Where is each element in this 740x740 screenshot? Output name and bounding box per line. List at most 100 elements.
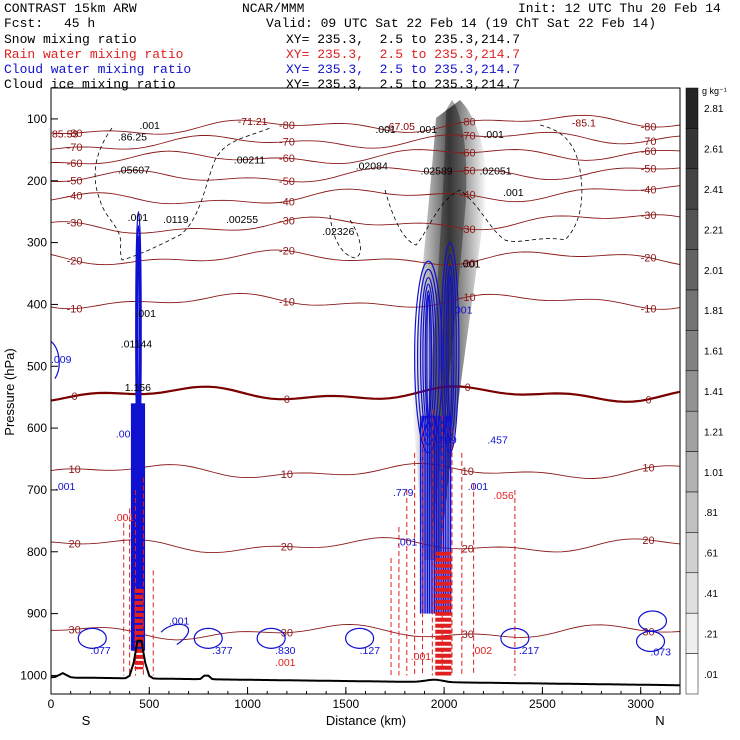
colorbar-label: 1.01 bbox=[704, 468, 724, 479]
temperature-contour-label: -10 bbox=[460, 292, 476, 304]
colorbar-swatch bbox=[685, 572, 699, 614]
colorbar-swatch bbox=[685, 532, 699, 574]
field-name-rain: Rain water mixing ratio bbox=[4, 47, 184, 62]
contour-annotation: .01144 bbox=[121, 339, 152, 351]
south-label: S bbox=[82, 713, 91, 728]
contour-annotation: .217 bbox=[519, 645, 540, 657]
contour-annotation: .056 bbox=[493, 490, 514, 502]
temperature-contour-label: 0 bbox=[72, 391, 78, 403]
colorbar-swatch bbox=[685, 208, 699, 250]
y-tick-label: 500 bbox=[27, 359, 47, 373]
cloud-water-contour bbox=[77, 627, 107, 649]
cloud-water-contour bbox=[416, 268, 440, 446]
cloud-ice-contours bbox=[94, 124, 583, 261]
colorbar-swatch bbox=[685, 370, 699, 412]
temperature-contour bbox=[51, 292, 680, 310]
temperature-contour-label: 30 bbox=[281, 628, 293, 640]
contour-annotation: .830 bbox=[275, 645, 296, 657]
cloud-water-contour bbox=[426, 294, 431, 420]
temperature-contour-label: -30 bbox=[641, 210, 657, 222]
x-tick-label: 500 bbox=[139, 697, 159, 711]
contour-annotation: .001 bbox=[397, 537, 418, 549]
colorbar-unit: g kg⁻¹ bbox=[702, 86, 727, 96]
temperature-contour-label: -10 bbox=[641, 303, 657, 315]
temperature-contour-label: -30 bbox=[279, 215, 295, 227]
cloud-water-contour bbox=[160, 623, 190, 646]
colorbar-swatch bbox=[685, 612, 699, 654]
colorbar-swatch bbox=[685, 249, 699, 291]
temperature-contour-label: 30 bbox=[462, 629, 474, 641]
temperature-contour-label: -30 bbox=[460, 224, 476, 236]
temperature-contour-label: -20 bbox=[460, 258, 476, 270]
center-label: NCAR/MMM bbox=[242, 1, 305, 16]
contour-annotation: .001 bbox=[136, 308, 157, 320]
temperature-contour-label: -20 bbox=[641, 252, 657, 264]
temperature-contour-label: -70 bbox=[460, 130, 476, 142]
contour-annotation: .05607 bbox=[118, 164, 150, 176]
fcst-value: 45 h bbox=[64, 16, 96, 31]
contour-annotation: .001 bbox=[375, 124, 396, 136]
x-tick-label: 1000 bbox=[234, 697, 261, 711]
colorbar-label: 2.41 bbox=[704, 185, 724, 196]
temperature-contour-label: 20 bbox=[642, 535, 654, 547]
cloud-water-contour bbox=[256, 627, 286, 649]
temperature-contour bbox=[51, 385, 680, 403]
temperature-contour-label: -50 bbox=[279, 176, 295, 188]
colorbar-label: 1.61 bbox=[704, 347, 724, 358]
rain-water-contours bbox=[123, 409, 516, 676]
temperature-contour-label: -60 bbox=[279, 153, 295, 165]
temperature-contour-label: -60 bbox=[67, 158, 83, 170]
cloud-ice-contour bbox=[329, 214, 361, 259]
temperature-contour-label: 20 bbox=[462, 544, 474, 556]
x-tick-label: 0 bbox=[48, 697, 55, 711]
x-axis-label: Distance (km) bbox=[326, 713, 406, 728]
temperature-contour-label: -70 bbox=[641, 136, 657, 148]
y-tick-label: 300 bbox=[27, 236, 47, 250]
colorbar-label: 1.81 bbox=[704, 306, 724, 317]
init-time: Init: 12 UTC Thu 20 Feb 14 bbox=[518, 1, 721, 16]
x-tick-label: 1500 bbox=[332, 697, 359, 711]
field-xy-snow: XY= 235.3, 2.5 to 235.3,214.7 bbox=[286, 32, 521, 47]
temperature-contour bbox=[51, 462, 680, 479]
temperature-contour bbox=[51, 214, 680, 234]
contour-annotation: .02589 bbox=[421, 166, 453, 178]
y-axis-label: Pressure (hPa) bbox=[2, 348, 17, 435]
temperature-contour-label: -40 bbox=[279, 196, 295, 208]
colorbar-label: 2.21 bbox=[704, 225, 724, 236]
field-xy-rain: XY= 235.3, 2.5 to 235.3,214.7 bbox=[286, 47, 521, 62]
contour-annotation: .001 bbox=[139, 120, 160, 132]
contour-annotation: .00255 bbox=[226, 214, 258, 226]
contour-annotation: .002 bbox=[472, 645, 493, 657]
colorbar-swatch bbox=[685, 451, 699, 493]
contour-annotation: .00211 bbox=[234, 154, 265, 166]
contour-annotation: .0119 bbox=[163, 214, 189, 226]
temperature-contour-label: -80 bbox=[460, 116, 476, 128]
contour-annotation: 1.156 bbox=[125, 382, 151, 394]
x-tick-label: 2500 bbox=[529, 697, 556, 711]
colorbar: 2.81 2.61 2.41 2.21 2.01 1.81 1.61 1.41 1.21 1.01… bbox=[685, 86, 727, 695]
contour-annotation: .077 bbox=[90, 645, 111, 657]
field-xy-cloud-water: XY= 235.3, 2.5 to 235.3,214.7 bbox=[286, 62, 521, 77]
colorbar-swatch bbox=[685, 168, 699, 210]
temperature-contour-label: -80 bbox=[641, 122, 657, 134]
y-tick-label: 200 bbox=[27, 174, 47, 188]
cloud-water-contour bbox=[414, 260, 443, 454]
cloud-ice-contour bbox=[384, 124, 583, 246]
temperature-contour-label: -50 bbox=[460, 166, 476, 178]
contour-annotation: -67.05 bbox=[385, 121, 415, 133]
contour-annotation: .001 bbox=[483, 129, 504, 141]
temperature-contour-label: -40 bbox=[641, 185, 657, 197]
temperature-contour-label: 10 bbox=[68, 464, 80, 476]
temperature-contour-label: -10 bbox=[279, 297, 295, 309]
contour-annotation: .127 bbox=[360, 645, 381, 657]
colorbar-swatch bbox=[685, 653, 699, 695]
colorbar-label: 1.41 bbox=[704, 387, 724, 398]
colorbar-swatch bbox=[685, 410, 699, 452]
y-tick-label: 400 bbox=[27, 297, 47, 311]
model-title: CONTRAST 15km ARW bbox=[4, 1, 137, 16]
field-name-snow: Snow mixing ratio bbox=[4, 32, 137, 47]
temperature-contour-label: -40 bbox=[460, 190, 476, 202]
colorbar-swatch bbox=[685, 128, 699, 170]
contour-annotation: .779 bbox=[393, 487, 414, 499]
contour-annotation: .001 bbox=[460, 258, 481, 270]
